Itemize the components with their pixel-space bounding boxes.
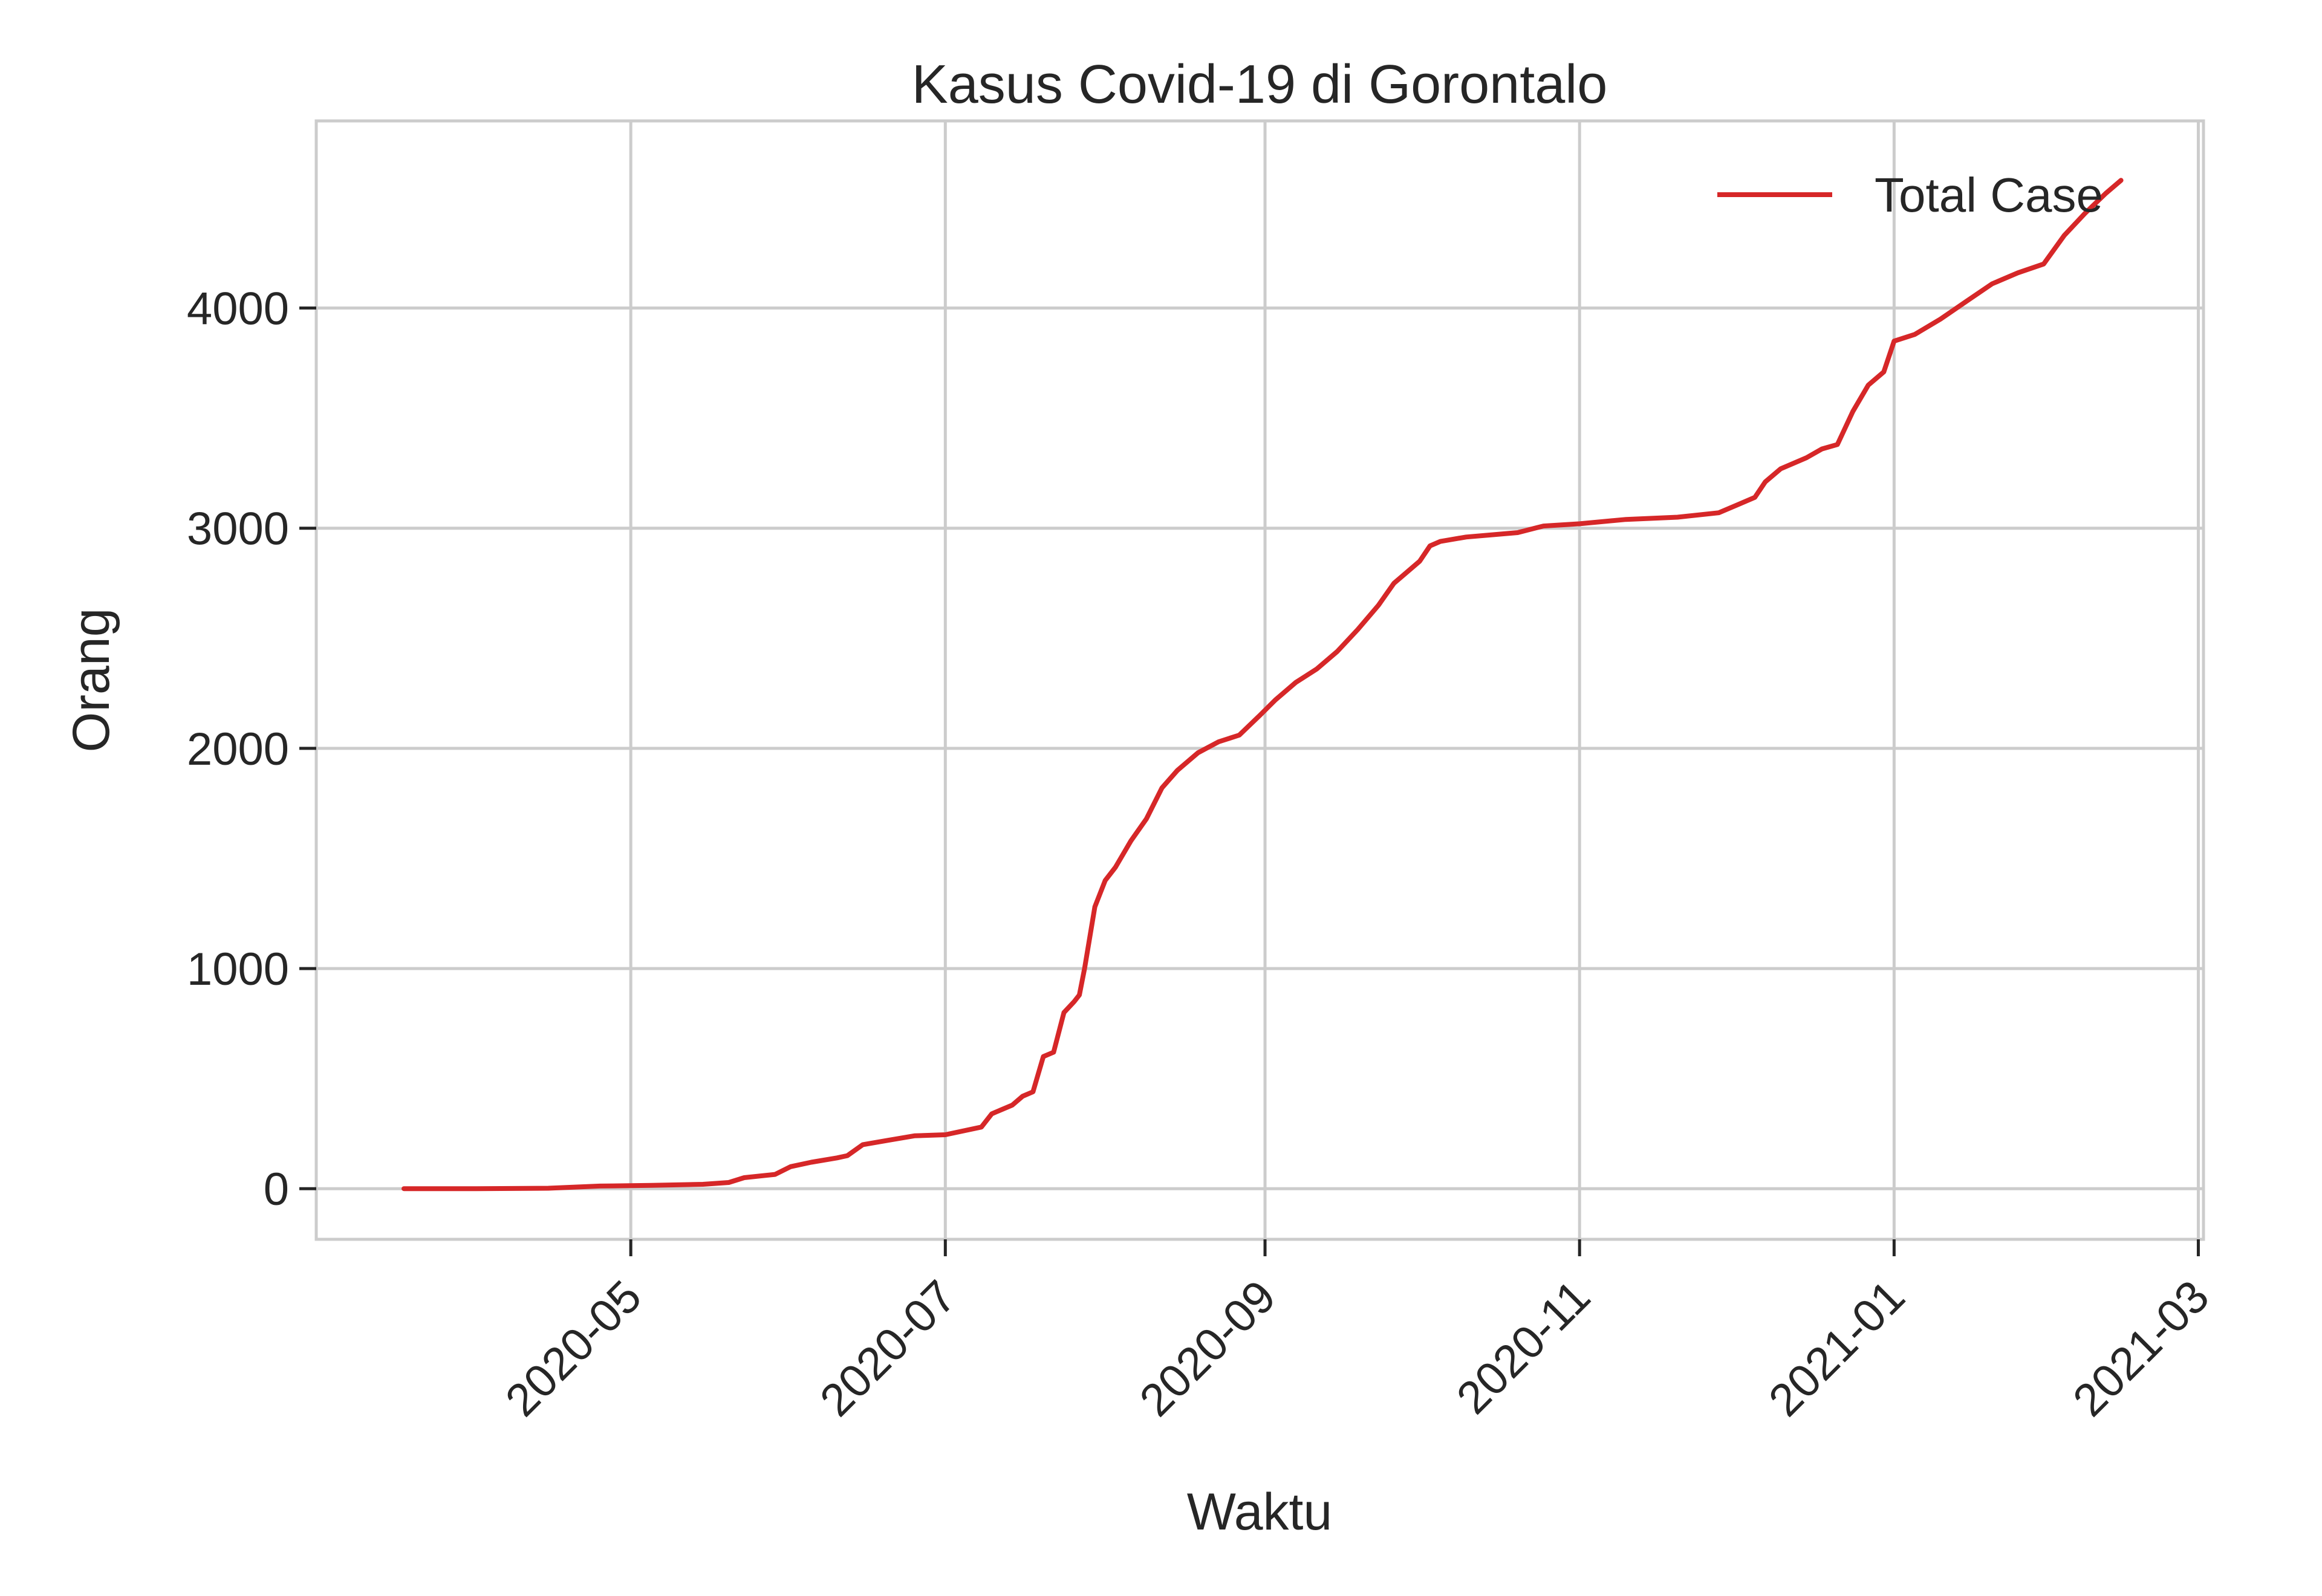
y-tick-label: 1000	[187, 944, 289, 995]
legend: Total Case	[1717, 168, 2103, 222]
y-axis-label: Orang	[62, 608, 120, 752]
chart-title: Kasus Covid-19 di Gorontalo	[912, 54, 1608, 115]
y-tick-label: 2000	[187, 724, 289, 775]
series-line-total-case	[402, 178, 2124, 1192]
grid-lines	[316, 121, 2203, 1239]
y-tick-label: 3000	[187, 504, 289, 555]
plot-frame	[314, 119, 2205, 1241]
y-tick-label: 0	[264, 1164, 289, 1215]
plot-area	[316, 121, 2203, 1239]
x-axis-label: Waktu	[1187, 1483, 1333, 1541]
legend-label-total-case: Total Case	[1875, 168, 2103, 222]
series-lines	[402, 178, 2124, 1192]
y-tick-label: 4000	[187, 284, 289, 335]
